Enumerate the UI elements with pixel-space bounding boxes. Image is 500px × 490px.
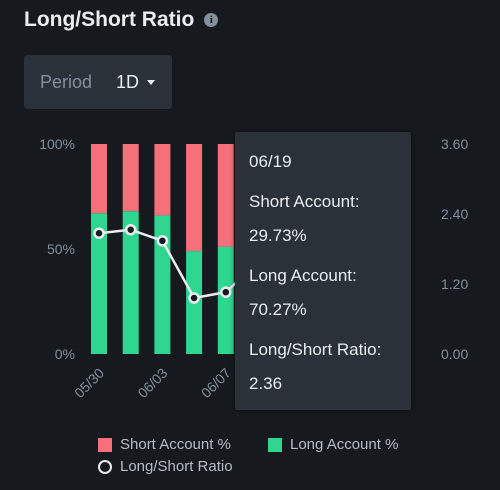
x-tick-label: 06/03: [134, 365, 170, 401]
long-swatch: [268, 437, 282, 452]
short-bar: [91, 144, 107, 214]
left-tick-label: 100%: [39, 136, 75, 152]
tooltip-long-label: Long Account:: [249, 266, 357, 285]
right-tick-label: 1.20: [441, 276, 468, 292]
ratio-point: [156, 235, 169, 247]
page-title: Long/Short Ratio: [24, 8, 195, 31]
right-tick-label: 3.60: [441, 136, 468, 152]
short-swatch: [98, 437, 112, 452]
long-bar: [122, 211, 139, 354]
short-bar: [217, 144, 234, 247]
right-tick-label: 2.40: [441, 206, 468, 222]
left-tick-label: 50%: [47, 241, 75, 257]
tooltip-ratio-label: Long/Short Ratio:: [249, 340, 382, 359]
ratio-point: [124, 224, 137, 236]
tooltip-date: 06/19: [249, 152, 292, 171]
period-value: 1D: [116, 71, 140, 92]
long-bar: [217, 246, 234, 354]
tooltip-ratio-value: 2.36: [249, 374, 283, 393]
tooltip-long-value: 70.27%: [249, 300, 307, 319]
right-tick-label: 0.00: [441, 346, 468, 362]
short-bar: [186, 144, 203, 252]
title-row: Long/Short Ratio i: [24, 8, 219, 32]
long-bar: [91, 213, 107, 354]
period-label: Period: [40, 71, 93, 92]
x-tick-label: 05/30: [71, 365, 107, 401]
legend-long-label: Long Account %: [290, 436, 399, 453]
legend-ratio[interactable]: Long/Short Ratio: [98, 458, 233, 475]
legend-short[interactable]: Short Account %: [98, 436, 231, 453]
short-bar: [122, 144, 139, 212]
short-bar: [154, 144, 171, 216]
left-tick-label: 0%: [55, 346, 75, 362]
ratio-swatch: [98, 459, 112, 474]
tooltip-short-value: 29.73%: [249, 226, 307, 245]
legend-long[interactable]: Long Account %: [268, 436, 398, 453]
tooltip-short-label: Short Account:: [249, 192, 360, 211]
ratio-point: [220, 286, 232, 298]
legend-short-label: Short Account %: [120, 436, 231, 453]
legend-ratio-label: Long/Short Ratio: [120, 458, 233, 475]
ratio-point: [93, 227, 105, 239]
period-selector[interactable]: Period 1D: [24, 55, 172, 109]
x-tick-label: 06/07: [198, 365, 234, 401]
chart-tooltip: 06/19 Short Account: 29.73% Long Account…: [235, 132, 411, 410]
info-icon[interactable]: i: [204, 13, 219, 27]
caret-down-icon: [147, 79, 156, 85]
ratio-point: [188, 292, 200, 304]
